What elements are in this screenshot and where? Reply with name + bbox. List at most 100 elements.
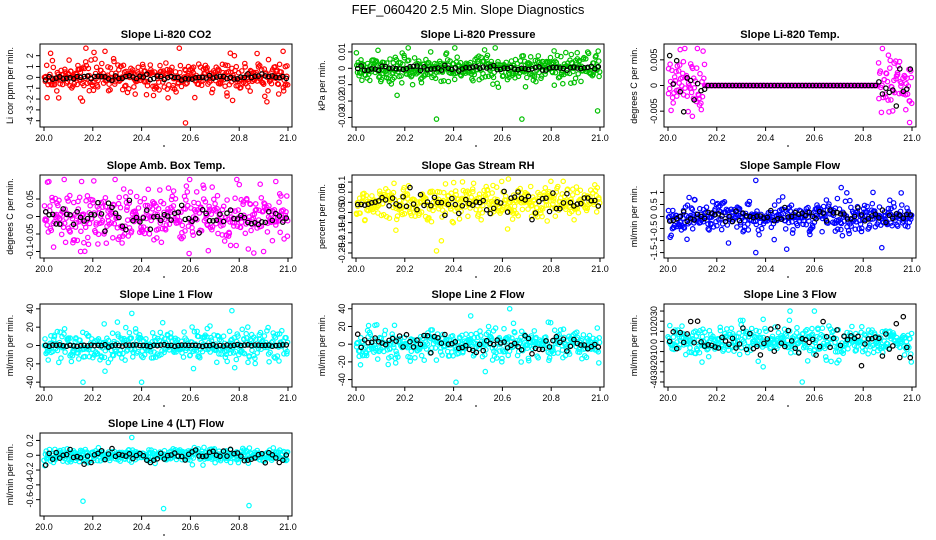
data-point-black (358, 344, 365, 351)
y-tick-label: -20 (337, 355, 347, 368)
data-point-black (95, 342, 101, 349)
x-tick-label: 20.2 (396, 393, 414, 403)
scatter-series (41, 434, 291, 512)
data-point (180, 354, 187, 360)
data-point (128, 228, 135, 234)
data-point-black (848, 82, 854, 89)
data-point-black (67, 212, 73, 218)
data-point-black (532, 210, 539, 216)
data-point-black (553, 333, 560, 340)
data-point (161, 70, 167, 77)
data-point-black (283, 215, 290, 221)
data-point-black (224, 342, 230, 348)
plot-title: Slope Sample Flow (740, 160, 841, 172)
data-point-black (396, 333, 403, 339)
data-point-black (557, 65, 563, 71)
data-point (241, 212, 247, 219)
data-point (825, 341, 832, 348)
data-point-black (130, 342, 136, 348)
data-point (904, 91, 911, 97)
data-point (551, 82, 558, 89)
y-tick-label: 30 (649, 306, 659, 316)
data-point (116, 194, 123, 201)
data-point (156, 87, 162, 93)
data-point (261, 333, 268, 339)
data-point-black (147, 226, 154, 233)
data-point (467, 338, 474, 345)
outlier-point (438, 238, 445, 244)
data-point (62, 239, 69, 246)
outlier-point (594, 108, 601, 114)
data-point (266, 203, 272, 209)
data-point (283, 334, 289, 341)
data-point (240, 201, 246, 208)
data-point (214, 192, 221, 199)
data-point-black (393, 65, 399, 72)
data-point-black (455, 345, 462, 352)
data-point (45, 357, 52, 363)
data-point (498, 178, 505, 185)
data-point-black (564, 348, 570, 354)
data-point (182, 228, 188, 234)
data-point (559, 80, 566, 87)
data-point (849, 323, 855, 330)
data-point (206, 203, 212, 210)
x-tick-label: 20.6 (182, 133, 200, 143)
data-point-black (802, 212, 809, 219)
data-point-black (403, 331, 410, 338)
data-point-black (241, 74, 248, 81)
data-point (202, 199, 209, 205)
data-point (832, 348, 839, 355)
y-tick-label: 0 (25, 214, 35, 219)
data-point (256, 62, 263, 69)
data-point (235, 207, 242, 213)
x-tick-label: 21.0 (279, 522, 297, 532)
data-point-black (428, 66, 434, 72)
data-point (391, 74, 398, 81)
data-point-black (74, 343, 80, 350)
data-point (425, 215, 431, 222)
x-tick-label: 20.8 (230, 133, 248, 143)
outlier-point (143, 91, 150, 98)
data-point (110, 235, 116, 241)
data-point (75, 350, 81, 357)
data-point-black (272, 342, 279, 349)
data-point (55, 359, 62, 366)
data-point (429, 327, 436, 333)
data-point (760, 316, 767, 323)
data-point (448, 190, 455, 197)
data-point-black (445, 341, 452, 348)
data-point (191, 328, 198, 335)
data-point-black (123, 342, 129, 348)
data-point (75, 206, 82, 212)
data-point (177, 218, 183, 224)
data-point-black (529, 216, 535, 223)
x-tick-label: 21.0 (903, 393, 921, 403)
data-point (366, 77, 373, 84)
data-point-black (764, 214, 771, 221)
data-point-black (407, 184, 413, 191)
data-point-black (781, 82, 788, 89)
outlier-point (467, 313, 474, 319)
data-point (403, 71, 410, 77)
data-point-black (802, 336, 809, 343)
data-point-black (98, 73, 105, 80)
data-point (745, 201, 752, 208)
data-point-black (84, 73, 91, 79)
data-point (431, 60, 438, 67)
data-point (699, 333, 706, 340)
data-point-black (133, 214, 140, 221)
data-point-black (525, 66, 532, 73)
data-point (493, 184, 500, 191)
x-tick-label: 20.8 (542, 393, 560, 403)
data-point (43, 217, 50, 223)
data-point (147, 348, 154, 355)
data-point-black (192, 342, 199, 349)
data-point (393, 351, 400, 357)
data-point-black (577, 200, 584, 207)
data-point-black (900, 215, 907, 222)
data-point (373, 58, 380, 64)
data-point-black (421, 64, 427, 70)
data-point-black (903, 211, 910, 218)
